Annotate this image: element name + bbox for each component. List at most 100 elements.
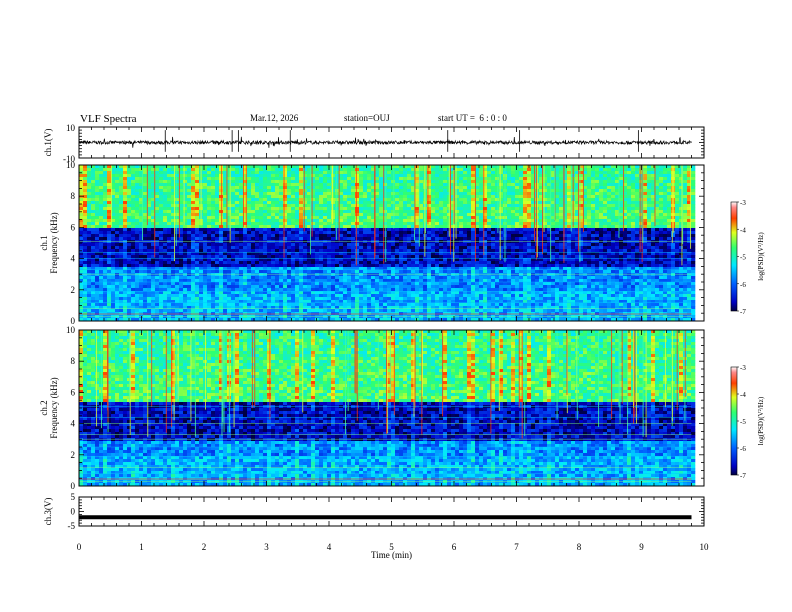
spectrogram-cell <box>191 237 196 241</box>
spectrogram-cell <box>343 171 348 175</box>
spectrogram-cell <box>399 243 404 247</box>
spectrogram-cell <box>451 216 456 220</box>
spectrogram-cell <box>243 315 248 319</box>
spectrogram-cell <box>243 300 248 304</box>
spectrogram-cell <box>247 267 252 271</box>
spectrogram-cell <box>343 243 348 247</box>
spectrogram-cell <box>195 279 200 283</box>
spectrogram-cell <box>315 258 320 262</box>
spectrogram-cell <box>295 210 300 214</box>
spectrogram-cell <box>307 201 312 205</box>
spectrogram-cell <box>423 318 428 322</box>
spectrogram-cell <box>263 165 268 169</box>
spectrogram-cell <box>235 297 240 301</box>
spectrogram-cell <box>119 237 124 241</box>
spectrogram-cell <box>419 183 424 187</box>
spectrogram-cell <box>399 273 404 277</box>
spectrogram-cell <box>131 246 136 250</box>
spectrogram-cell <box>319 213 324 217</box>
spectrogram-cell <box>151 168 156 172</box>
spectrogram-cell <box>339 270 344 274</box>
spectrogram-cell <box>139 300 144 304</box>
spectrogram-cell <box>271 168 276 172</box>
spectrogram-cell <box>103 243 108 247</box>
spectrogram-cell <box>151 246 156 250</box>
spectrogram-cell <box>131 180 136 184</box>
spectrogram-cell <box>247 204 252 208</box>
spectrogram-cell <box>191 267 196 271</box>
spectrogram-cell <box>103 258 108 262</box>
spectrogram-cell <box>263 171 268 175</box>
spectrogram-cell <box>439 303 444 307</box>
spectrogram-cell <box>99 237 104 241</box>
spectrogram-cell <box>311 246 316 250</box>
spectrogram-cell <box>311 225 316 229</box>
spectrogram-cell <box>159 228 164 232</box>
spectrogram-cell <box>167 243 172 247</box>
spectrogram-cell <box>155 309 160 313</box>
spectrogram-cell <box>251 276 256 280</box>
spectrogram-cell <box>267 273 272 277</box>
spectrogram-cell <box>203 165 208 169</box>
spectrogram-cell <box>171 177 176 181</box>
spectrogram-cell <box>295 303 300 307</box>
spectrogram-cell <box>391 246 396 250</box>
spectrogram-cell <box>291 228 296 232</box>
spectrogram-cell <box>343 249 348 253</box>
spectrogram-cell <box>247 189 252 193</box>
spectrogram-cell <box>251 225 256 229</box>
spectrogram-cell <box>147 291 152 295</box>
spectrogram-cell <box>235 222 240 226</box>
spectrogram-cell <box>335 300 340 304</box>
spectrogram-cell <box>199 228 204 232</box>
spectrogram-cell <box>115 306 120 310</box>
spectrogram-cell <box>135 231 140 235</box>
spectrogram-cell <box>171 231 176 235</box>
spectrogram-cell <box>347 243 352 247</box>
spectrogram-cell <box>387 288 392 292</box>
spectrogram-cell <box>227 285 232 289</box>
spectrogram-cell <box>107 270 112 274</box>
spectrogram-cell <box>307 183 312 187</box>
spectrogram-cell <box>299 168 304 172</box>
spectrogram-cell <box>79 294 84 298</box>
spectrogram-cell <box>443 183 448 187</box>
spectrogram-cell <box>439 183 444 187</box>
spectrogram-cell <box>347 210 352 214</box>
spectrogram-cell <box>167 294 172 298</box>
spectrogram-cell <box>111 303 116 307</box>
spectrogram-cell <box>271 180 276 184</box>
spectrogram-cell <box>147 168 152 172</box>
spectrogram-cell <box>255 165 260 169</box>
spectrogram-cell <box>411 180 416 184</box>
spectrogram-cell <box>319 294 324 298</box>
spectrogram-cell <box>135 204 140 208</box>
spectrogram-cell <box>279 303 284 307</box>
spectrogram-cell <box>251 291 256 295</box>
spectrogram-cell <box>395 171 400 175</box>
spectrogram-cell <box>259 288 264 292</box>
spectrogram-cell <box>371 261 376 265</box>
spectrogram-cell <box>155 222 160 226</box>
spectrogram-cell <box>267 165 272 169</box>
spectrogram-cell <box>231 279 236 283</box>
spectrogram-cell <box>203 249 208 253</box>
spectrogram-cell <box>87 243 92 247</box>
spectrogram-cell <box>147 210 152 214</box>
spectrogram-cell <box>327 189 332 193</box>
spectrogram-cell <box>227 201 232 205</box>
spectrogram-cell <box>143 222 148 226</box>
spectrogram-cell <box>155 300 160 304</box>
spectrogram-cell <box>347 246 352 250</box>
spectrogram-cell <box>159 237 164 241</box>
spectrogram-cell <box>127 228 132 232</box>
spectrogram-cell <box>387 195 392 199</box>
spectrogram-cell <box>387 204 392 208</box>
spectrogram-cell <box>187 183 192 187</box>
spectrogram-cell <box>175 168 180 172</box>
spectrogram-cell <box>319 165 324 169</box>
spectrogram-cell <box>315 174 320 178</box>
spectrogram-cell <box>367 255 372 259</box>
spectrogram-cell <box>435 276 440 280</box>
spectrogram-cell <box>371 285 376 289</box>
